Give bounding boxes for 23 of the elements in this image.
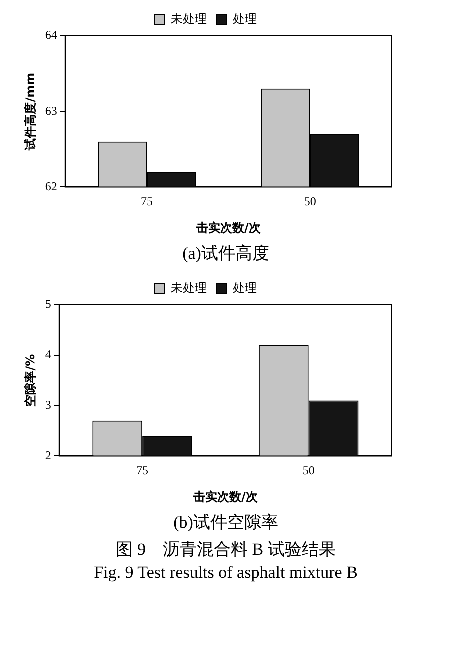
legend-label: 处理: [233, 281, 257, 296]
text: (b)试件空隙率: [172, 512, 280, 534]
legend-label: 未处理: [171, 281, 207, 296]
y-tick-label: 2: [45, 448, 52, 462]
text: (a)试件高度: [182, 243, 270, 265]
x-axis-title: 击实次数/次: [196, 220, 262, 235]
caption: 图 9 沥青混合料 B 试验结果: [115, 539, 337, 561]
y-tick-label: 64: [45, 28, 58, 42]
x-tick-label: 50: [302, 464, 315, 478]
y-axis-title: 空隙率/%: [23, 354, 38, 407]
y-tick-label: 63: [45, 104, 58, 118]
x-tick-label: 50: [304, 194, 316, 209]
y-tick-label: 4: [45, 348, 52, 362]
legend-label: 处理: [233, 12, 257, 26]
caption: Fig. 9 Test results of asphalt mixture B: [93, 563, 359, 583]
y-tick-label: 3: [45, 398, 52, 412]
legend-label: 未处理: [171, 12, 207, 26]
y-tick-label: 5: [45, 297, 52, 312]
y-axis-title: 试件高度/mm: [23, 72, 38, 152]
x-tick-label: 75: [141, 194, 154, 209]
x-axis-title: 击实次数/次: [192, 490, 259, 504]
y-tick-label: 62: [45, 179, 58, 194]
x-tick-label: 75: [136, 464, 149, 478]
